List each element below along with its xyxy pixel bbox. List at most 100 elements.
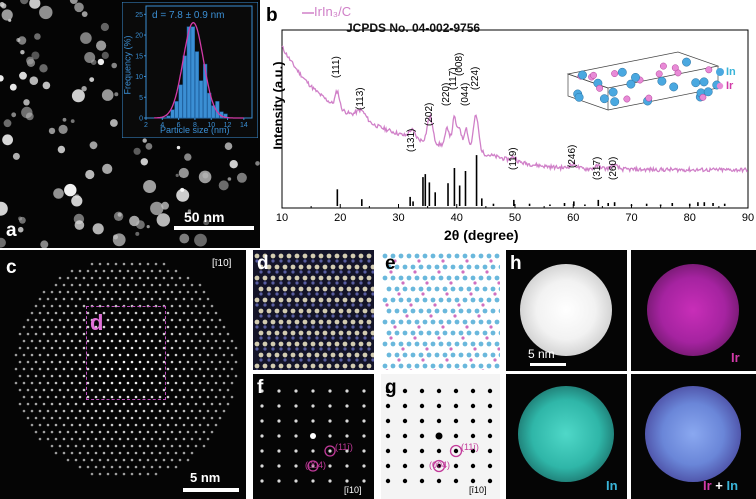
atom-column <box>174 353 178 357</box>
fft-spot <box>260 464 264 468</box>
sim-in-atom <box>414 363 420 369</box>
ir-atom <box>655 70 663 78</box>
atom-column-bright <box>346 264 352 270</box>
atom-column <box>78 451 82 455</box>
atom-column-bright <box>370 330 374 336</box>
atom-column-bright <box>274 330 280 336</box>
atom-column <box>186 430 190 434</box>
xrd-x-tick-label: 40 <box>451 212 463 224</box>
atom-column-dim <box>339 358 343 362</box>
xrd-peak-label: (131) <box>406 128 417 152</box>
atom-column-bright <box>318 275 324 281</box>
panel-h-in-map: In <box>506 374 627 499</box>
nanoparticle <box>194 233 207 247</box>
atom-column <box>190 297 194 301</box>
atom-column <box>170 346 174 350</box>
histogram-x-tick-label: 8 <box>193 122 197 129</box>
atom-column-bright <box>318 319 324 325</box>
atom-column <box>190 339 194 343</box>
atom-column-dim <box>311 347 315 351</box>
atom-column-dim <box>311 259 315 263</box>
atom-column <box>214 367 218 371</box>
atom-column-dim <box>363 336 367 340</box>
atom-column-dim <box>351 369 355 370</box>
sim-in-atom <box>394 352 400 358</box>
sim-in-atom <box>466 308 472 314</box>
atom-column <box>162 276 166 280</box>
atom-column <box>170 444 174 448</box>
atom-column <box>70 409 74 413</box>
atom-column <box>150 269 154 273</box>
atom-column <box>78 367 82 371</box>
atom-column <box>82 416 86 420</box>
sim-in-atom <box>498 330 500 336</box>
atom-column <box>46 297 50 301</box>
atom-column <box>26 388 30 392</box>
atom-column-bright <box>322 286 328 292</box>
atom-column-dim <box>343 325 347 329</box>
atom-column <box>38 353 42 357</box>
atom-column <box>114 430 118 434</box>
ir-atom <box>596 84 604 92</box>
atom-column-dim <box>327 281 331 285</box>
xrd-peak-label: (119) <box>508 147 519 170</box>
fft-spot <box>260 419 264 423</box>
fft-spot <box>260 479 264 483</box>
atom-column <box>122 262 126 266</box>
atom-column <box>30 367 34 371</box>
atom-column <box>158 297 162 301</box>
atom-column-dim <box>347 358 351 362</box>
atom-column <box>50 430 54 434</box>
sim-diffraction-spot <box>436 388 442 394</box>
xrd-x-tick-label: 50 <box>509 212 521 224</box>
atom-column-dim <box>359 325 363 329</box>
atom-column <box>210 332 214 336</box>
nanoparticle <box>176 145 181 150</box>
atom-column <box>62 311 66 315</box>
atom-column <box>114 388 118 392</box>
atom-column <box>114 262 118 266</box>
atom-column-dim <box>335 369 339 370</box>
atom-column <box>70 269 74 273</box>
atom-column <box>78 395 82 399</box>
histogram-x-tick-label: 6 <box>177 122 181 129</box>
atom-column-bright <box>330 286 336 292</box>
atom-column <box>214 381 218 385</box>
atom-column <box>54 409 58 413</box>
panel-a-label: a <box>6 220 17 241</box>
sim-diffraction-spot <box>419 478 425 484</box>
atom-column <box>126 353 130 357</box>
atom-column <box>218 360 222 364</box>
sim-in-atom <box>498 286 500 292</box>
atom-column <box>118 409 122 413</box>
atom-column-bright <box>338 286 344 292</box>
atom-column <box>214 423 218 427</box>
sim-in-atom <box>470 319 476 325</box>
atom-column <box>58 402 62 406</box>
atom-column-dim <box>363 292 367 296</box>
sim-ir-atom <box>461 270 465 274</box>
sim-diffraction-spot <box>487 448 493 454</box>
atom-column <box>202 388 206 392</box>
histogram-bar <box>203 63 208 119</box>
atom-column <box>22 353 26 357</box>
sim-in-atom <box>454 297 460 303</box>
atom-column <box>46 353 50 357</box>
atom-column-dim <box>279 347 283 351</box>
panel-f-zone-axis: [ī10] <box>344 485 362 495</box>
fft-spot <box>362 479 366 483</box>
atom-column <box>106 346 110 350</box>
atom-column <box>90 318 94 322</box>
sim-in-atom <box>402 330 408 336</box>
sim-in-atom <box>450 352 456 358</box>
nanoparticle <box>81 86 87 92</box>
atom-column <box>226 332 230 336</box>
panel-g-simulated-diffraction <box>385 388 493 484</box>
sim-in-atom <box>450 308 456 314</box>
atom-column <box>218 416 222 420</box>
atom-column <box>126 269 130 273</box>
atom-column-bright <box>298 352 304 358</box>
atom-column <box>158 381 162 385</box>
atom-column <box>106 374 110 378</box>
atom-column <box>230 339 234 343</box>
